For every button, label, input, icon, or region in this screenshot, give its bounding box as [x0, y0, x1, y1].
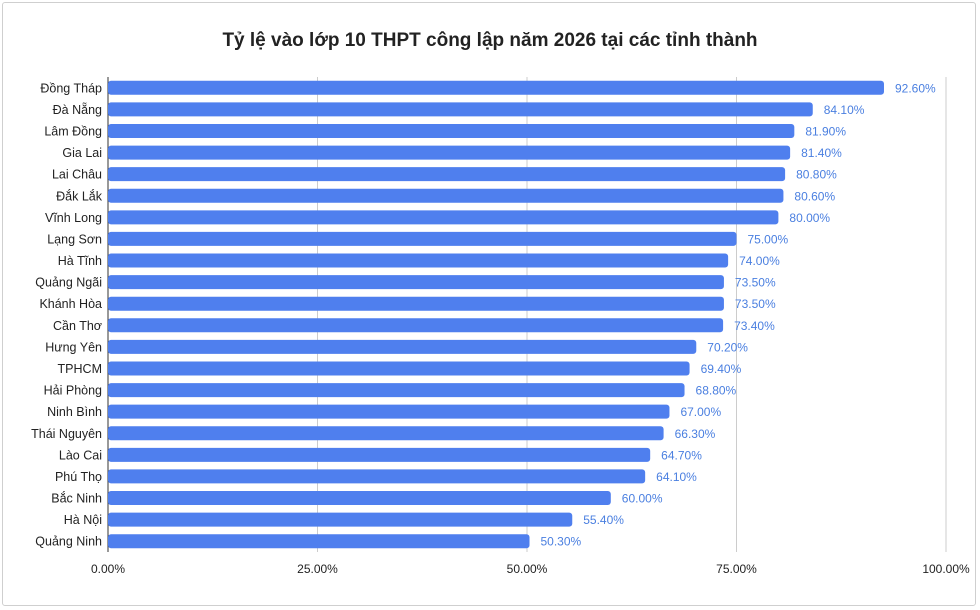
category-label: Lai Châu: [52, 168, 102, 182]
category-label: Cần Thơ: [53, 319, 102, 333]
bar: [108, 404, 670, 419]
bar: [108, 253, 729, 268]
data-label: 55.40%: [583, 513, 624, 527]
bar: [108, 296, 724, 311]
bar: [108, 231, 737, 246]
category-label: Đà Nẵng: [53, 102, 102, 117]
data-label: 75.00%: [748, 232, 789, 246]
bar: [108, 188, 784, 203]
bar: [108, 318, 724, 333]
x-tick-label: 0.00%: [91, 562, 125, 576]
data-label: 74.00%: [739, 254, 780, 268]
bar: [108, 361, 690, 376]
bar: [108, 426, 664, 441]
data-label: 80.00%: [789, 211, 830, 225]
category-label: Lâm Đồng: [44, 124, 102, 138]
data-label: 73.40%: [734, 319, 775, 333]
bar: [108, 534, 530, 549]
data-label: 81.40%: [801, 146, 842, 160]
category-label: Khánh Hòa: [39, 297, 102, 311]
category-label: Hà Nội: [64, 513, 102, 527]
category-label: Bắc Ninh: [51, 491, 102, 506]
category-label: Hưng Yên: [45, 340, 102, 354]
chart-title: Tỷ lệ vào lớp 10 THPT công lập năm 2026 …: [222, 30, 758, 51]
data-label: 73.50%: [735, 276, 776, 290]
bar: [108, 512, 573, 527]
bar: [108, 102, 813, 117]
data-label: 68.80%: [696, 384, 737, 398]
category-label: Quảng Ngãi: [35, 276, 102, 290]
category-label: Hải Phòng: [44, 384, 102, 398]
data-label: 60.00%: [622, 492, 663, 506]
category-label: Phú Thọ: [55, 470, 102, 484]
data-label: 64.70%: [661, 448, 702, 462]
data-label: 84.10%: [824, 103, 865, 117]
bar: [108, 210, 779, 225]
x-tick-label: 100.00%: [922, 562, 970, 576]
bar: [108, 447, 651, 462]
category-label: Thái Nguyên: [31, 427, 102, 441]
category-label: Hà Tĩnh: [58, 254, 102, 268]
category-label: Ninh Bình: [47, 405, 102, 419]
category-label: Vĩnh Long: [45, 211, 102, 225]
x-tick-label: 25.00%: [297, 562, 338, 576]
bar: [108, 167, 786, 182]
bar: [108, 145, 791, 160]
category-label: Quảng Ninh: [35, 535, 102, 549]
bar: [108, 80, 884, 95]
data-label: 50.30%: [541, 535, 582, 549]
category-label: TPHCM: [58, 362, 102, 376]
x-tick-label: 50.00%: [507, 562, 548, 576]
bar: [108, 275, 724, 290]
bar: [108, 383, 685, 398]
data-label: 80.60%: [794, 189, 835, 203]
bar: [108, 469, 646, 484]
category-label: Đồng Tháp: [40, 81, 102, 95]
data-label: 69.40%: [701, 362, 742, 376]
bar: [108, 339, 697, 354]
data-label: 92.60%: [895, 81, 936, 95]
data-label: 67.00%: [680, 405, 721, 419]
data-label: 73.50%: [735, 297, 776, 311]
category-label: Đắk Lắk: [56, 188, 103, 203]
category-label: Gia Lai: [62, 146, 102, 160]
x-tick-label: 75.00%: [716, 562, 757, 576]
bar: [108, 491, 611, 506]
category-label: Lạng Sơn: [47, 232, 102, 246]
data-label: 80.80%: [796, 168, 837, 182]
bar: [108, 123, 795, 138]
data-label: 81.90%: [805, 124, 846, 138]
data-label: 64.10%: [656, 470, 697, 484]
data-label: 70.20%: [707, 340, 748, 354]
category-label: Lào Cai: [59, 448, 102, 462]
data-label: 66.30%: [675, 427, 716, 441]
